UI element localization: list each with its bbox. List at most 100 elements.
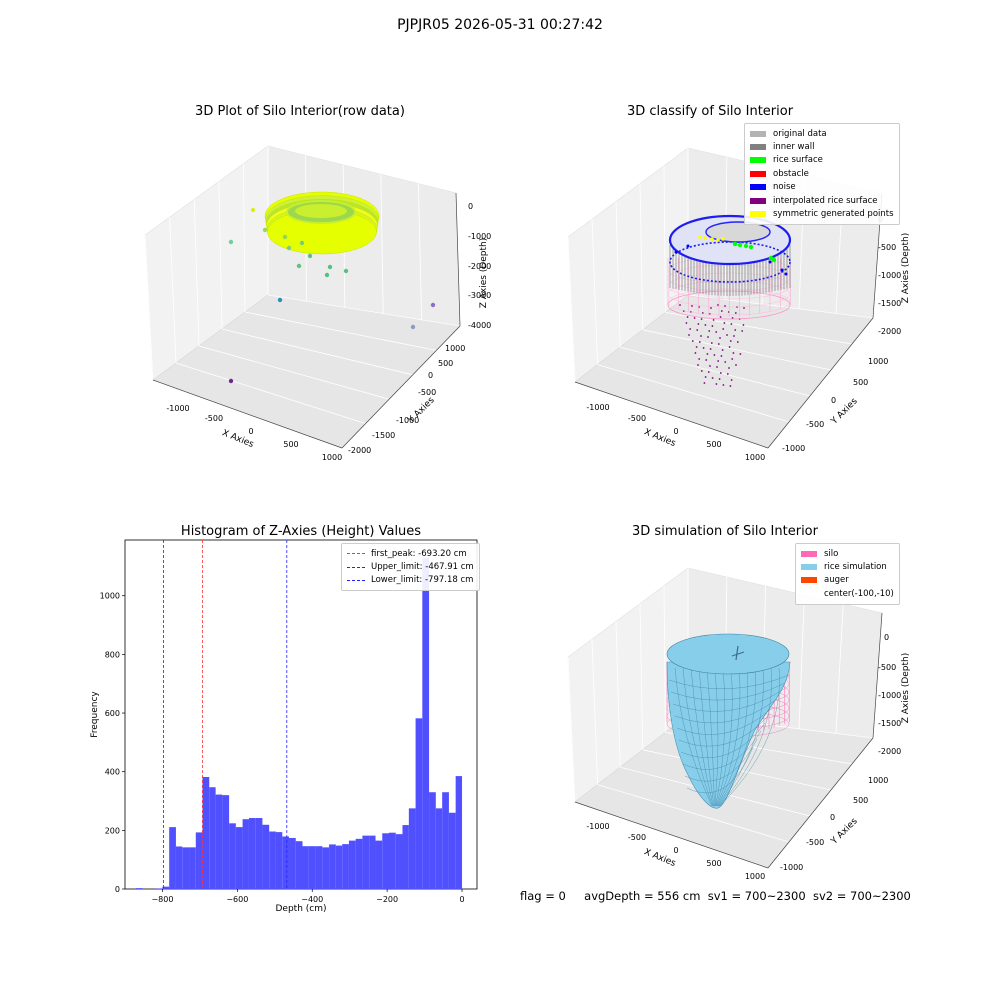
histogram-bar <box>222 795 230 889</box>
interpolated-point <box>719 337 721 339</box>
z-axis-label: Z Axies (Depth) <box>901 653 911 724</box>
histogram-bar <box>262 824 270 889</box>
surface-mesh-line <box>715 667 726 807</box>
surface-mesh-line <box>682 730 762 770</box>
axis-line <box>152 379 343 449</box>
interpolated-point <box>701 312 704 314</box>
interpolated-point <box>719 316 722 318</box>
grid-line <box>665 312 853 345</box>
interpolated-point <box>698 358 701 360</box>
y-tick-label: 500 <box>853 796 868 805</box>
interpolated-point <box>735 364 737 366</box>
y-axis-label: Y Axies <box>406 395 437 426</box>
status-avg-depth: avgDepth = 556 cm <box>584 889 701 903</box>
noise-point <box>686 244 690 248</box>
interpolated-point <box>722 328 725 330</box>
x-tick-label: -500 <box>628 833 646 842</box>
surface-mesh-line <box>718 667 764 807</box>
y-tick-label: 1000 <box>100 592 120 601</box>
interpolated-point <box>731 317 734 319</box>
interpolated-point <box>720 310 723 312</box>
y-tick-label: 0 <box>115 885 120 894</box>
x-axis-label: Depth (cm) <box>275 904 326 914</box>
histogram-bar <box>229 823 236 889</box>
histogram-bar <box>302 846 309 889</box>
legend-line <box>347 566 365 568</box>
y-tick-label: 0 <box>830 813 835 822</box>
interpolated-point <box>686 316 689 318</box>
surface-mesh-line <box>674 698 778 724</box>
symmetric-point <box>698 235 702 239</box>
data-point <box>430 302 436 308</box>
data-point <box>296 263 302 269</box>
data-point <box>250 207 256 213</box>
status-sv1: sv1 = 700~2300 <box>707 889 806 903</box>
data-point <box>343 268 349 274</box>
interpolated-point <box>733 335 735 337</box>
interpolated-point <box>703 382 706 384</box>
surface-mesh-line <box>698 667 714 807</box>
noise-point <box>674 250 678 254</box>
interpolated-point <box>730 323 733 325</box>
interpolated-point <box>691 305 693 307</box>
histogram-bar <box>448 812 456 889</box>
interpolated-point <box>711 377 714 379</box>
histogram-bar <box>442 792 449 889</box>
histogram-bar <box>355 838 363 889</box>
grid-line <box>597 364 790 423</box>
interpolated-point <box>697 323 700 325</box>
z-tick-label: -3000 <box>468 291 491 300</box>
axis-line <box>872 612 883 739</box>
x-tick-label: −200 <box>376 895 398 904</box>
legend-item-center: center(-100,-10) <box>801 587 894 600</box>
grid-line <box>267 294 461 327</box>
y-tick-label: 1000 <box>868 357 888 366</box>
y-tick-label: -500 <box>806 838 824 847</box>
interpolated-point <box>698 341 701 343</box>
rice-surface-point <box>771 257 777 263</box>
rice-surface-point <box>748 244 754 250</box>
z-tick-label: 0 <box>884 633 889 642</box>
grid-line <box>380 174 384 314</box>
legend-swatch <box>750 197 766 204</box>
legend-swatch <box>750 211 766 218</box>
legend-line <box>347 579 365 581</box>
interpolated-point <box>721 349 724 351</box>
figure-suptitle: PJPJR05 2026-05-31 00:27:42 <box>397 17 603 33</box>
histogram-bar <box>269 831 276 889</box>
y-tick-label: 200 <box>105 826 120 835</box>
y-tick-label: -1000 <box>780 863 803 872</box>
histogram-bar <box>389 832 396 889</box>
legend-item-obstacle: obstacle <box>750 167 894 180</box>
interpolated-point <box>724 361 727 363</box>
y-tick-label: 500 <box>853 378 868 387</box>
status-line: flag = 0 avgDepth = 556 cm sv1 = 700~230… <box>520 889 911 903</box>
silo-ring <box>667 280 791 308</box>
histogram-bar <box>348 840 356 889</box>
interpolated-point <box>717 343 720 345</box>
z-axis-label: Z Axies (Depth) <box>479 238 489 309</box>
interpolated-point <box>707 336 709 338</box>
legend-item-silo: silo <box>801 547 894 560</box>
legend-item-first-peak: first_peak: -693.20 cm <box>347 547 474 560</box>
histogram-bar <box>308 846 316 889</box>
legend-label: rice surface <box>773 155 823 166</box>
interpolated-point <box>705 359 708 361</box>
histogram-bar <box>375 840 383 889</box>
y-tick-label: -2000 <box>348 446 371 455</box>
grid-line <box>835 603 844 734</box>
rice-simulation-top <box>666 633 790 675</box>
surface-mesh-line <box>717 667 749 807</box>
histogram-bar <box>335 845 343 889</box>
histogram-bar <box>429 792 436 889</box>
histogram-bar <box>408 808 416 889</box>
interpolated-point <box>685 322 688 324</box>
interpolated-point <box>708 313 711 315</box>
z-tick-label: -1000 <box>468 232 491 241</box>
data-point <box>327 264 333 270</box>
legend-item-upper-limit: Upper_limit: -467.91 cm <box>347 560 474 573</box>
histogram-bar <box>255 818 263 889</box>
interpolated-point <box>711 325 714 327</box>
surface-mesh-line <box>716 667 733 807</box>
